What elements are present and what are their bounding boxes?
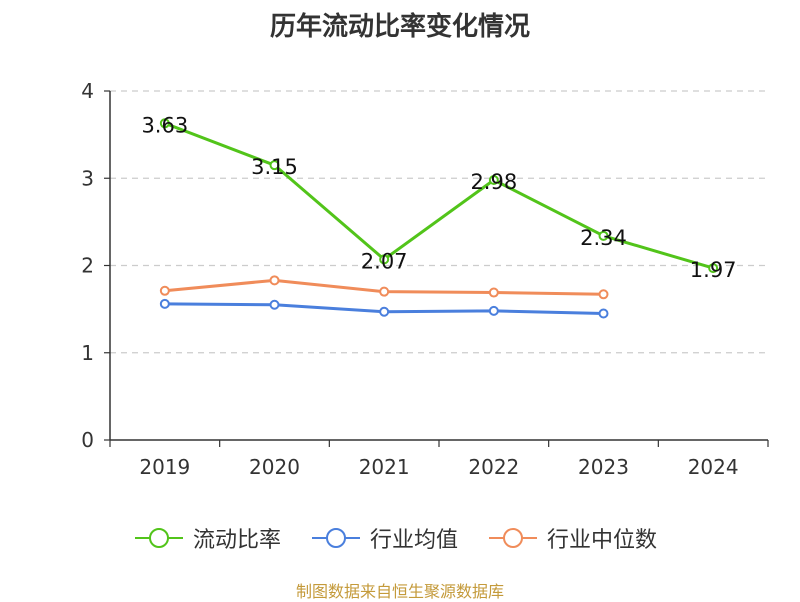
data-label: 3.15	[251, 155, 298, 179]
data-label: 2.34	[580, 226, 627, 250]
series-1	[159, 298, 609, 319]
legend-item-industry-mean[interactable]: 行业均值	[310, 518, 458, 558]
y-tick-label: 2	[81, 254, 94, 278]
data-point	[488, 287, 499, 298]
axes: 0 1 2 3 4 2019 2020 2021 2022 2023 2024	[81, 79, 769, 479]
legend-item-current-ratio[interactable]: 流动比率	[133, 518, 281, 558]
y-tick-label: 0	[81, 428, 94, 452]
legend-label: 流动比率	[193, 528, 282, 553]
data-label: 1.97	[690, 258, 737, 282]
data-labels: 3.63 3.15 2.07 2.98 2.34 1.97	[141, 113, 736, 282]
legend-marker-icon	[135, 528, 183, 548]
y-tick-label: 4	[81, 79, 94, 103]
y-tick-label: 3	[81, 166, 94, 190]
legend-marker-icon	[312, 528, 360, 548]
legend-marker-icon	[489, 528, 537, 548]
legend-item-industry-median[interactable]: 行业中位数	[487, 518, 657, 558]
x-tick-label: 2019	[139, 455, 190, 479]
data-point	[379, 254, 390, 265]
data-point	[269, 275, 280, 286]
chart-title: 历年流动比率变化情况	[269, 12, 530, 42]
x-tick-label: 2024	[688, 455, 739, 479]
data-point	[159, 298, 170, 309]
series-2	[159, 275, 609, 300]
data-point	[379, 286, 390, 297]
data-point	[598, 308, 609, 319]
grid-lines	[110, 90, 768, 354]
legend: 流动比率 行业均值 行业中位数	[0, 518, 800, 558]
data-point	[269, 299, 280, 310]
x-tick-label: 2021	[359, 455, 410, 479]
data-point	[269, 160, 280, 171]
data-point	[379, 306, 390, 317]
x-tick-label: 2020	[249, 455, 300, 479]
data-label: 2.98	[470, 170, 517, 194]
legend-label: 行业中位数	[547, 528, 658, 553]
source-note: 制图数据来自恒生聚源数据库	[295, 582, 504, 601]
data-point	[159, 285, 170, 296]
data-point	[598, 289, 609, 300]
legend-label: 行业均值	[370, 528, 459, 553]
data-point	[598, 230, 609, 241]
x-tick-label: 2022	[468, 455, 519, 479]
data-label: 3.63	[141, 113, 188, 137]
y-tick-label: 1	[81, 341, 94, 365]
series-0	[159, 118, 719, 274]
data-point	[488, 174, 499, 185]
x-tick-label: 2023	[578, 455, 629, 479]
data-point	[488, 305, 499, 316]
series-lines	[159, 118, 719, 319]
series-line	[164, 121, 714, 270]
data-label: 2.07	[361, 249, 408, 273]
data-point	[159, 118, 170, 129]
data-point	[708, 263, 719, 274]
